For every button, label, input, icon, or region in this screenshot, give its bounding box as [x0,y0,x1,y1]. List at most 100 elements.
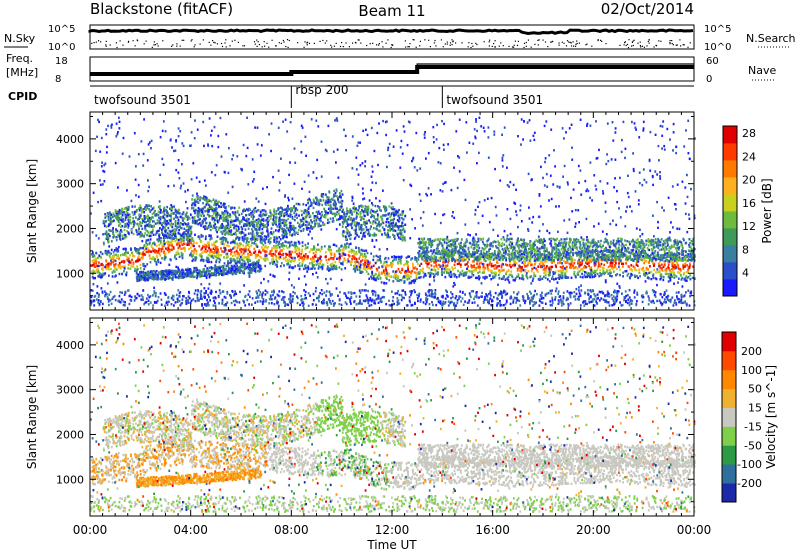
power-point [258,251,260,253]
power-point [366,270,368,272]
power-point [548,271,550,273]
power-point [196,253,198,255]
power-point [683,272,685,274]
power-point [112,275,114,277]
power-point [316,196,318,198]
power-point [253,224,255,226]
power-point [573,262,575,264]
power-point [120,226,122,228]
power-point [108,268,110,270]
power-point [571,277,573,279]
power-point [189,239,191,241]
power-point [316,222,318,224]
power-point [152,229,154,231]
power-point [307,242,309,244]
power-point [458,275,460,277]
noise-search-point [642,46,643,47]
power-point [346,232,348,234]
power-point [136,265,138,267]
power-point [294,265,296,267]
power-point [375,218,377,220]
noise-search-point [171,46,172,47]
power-point [281,244,283,246]
noise-search-point [455,42,456,43]
power-point [396,213,398,215]
power-point [148,204,150,206]
power-point [133,223,135,225]
power-point [393,275,395,277]
power-point [378,223,380,225]
power-point [639,272,641,274]
power-point [319,199,321,201]
power-point [583,266,585,268]
power-point [498,274,500,276]
power-point [164,228,166,230]
power-point [342,209,344,211]
power-point [116,257,118,259]
noise-search-point [605,43,606,44]
noise-search-point [585,44,586,45]
power-point [217,257,219,259]
power-point [286,227,288,229]
power-point [178,247,180,249]
power-point [657,271,659,273]
power-point [327,268,329,270]
power-point [478,265,480,267]
power-point [107,263,109,265]
power-point [532,277,534,279]
power-point [385,269,387,271]
power-point [595,270,597,272]
power-point [356,253,358,255]
power-point [616,273,618,275]
power-point [147,247,149,249]
power-point [160,262,162,264]
power-point [286,211,288,213]
power-point [182,243,184,245]
power-point [367,213,369,215]
power-point [216,219,218,221]
noise-search-point [566,45,567,46]
power-point [166,241,168,243]
noise-search-point [322,40,323,41]
power-point [299,223,301,225]
power-point [336,268,338,270]
power-point [321,214,323,216]
power-point [281,228,283,230]
power-point [358,226,360,228]
power-point [209,215,211,217]
power-point [311,259,313,261]
power-point [276,216,278,218]
noise-search-point [194,46,195,47]
power-point [309,262,311,264]
power-point [322,223,324,225]
power-point [238,214,240,216]
noise-search-point [215,42,216,43]
power-point [239,221,241,223]
power-point [375,234,377,236]
power-point [538,278,540,280]
power-point [313,220,315,222]
power-point [351,258,353,260]
power-point [577,267,579,269]
power-point [220,215,222,217]
power-point [490,278,492,280]
power-point [531,270,533,272]
power-point [619,268,621,270]
noise-search-point [524,43,525,44]
power-point [689,274,691,276]
power-point [684,278,686,280]
power-point [253,233,255,235]
power-point [327,204,329,206]
power-point [283,235,285,237]
power-point [137,260,139,262]
power-point [433,273,435,275]
power-point [558,274,560,276]
power-point [137,218,139,220]
power-point [92,256,94,258]
power-point [285,256,287,258]
power-point [677,271,679,273]
power-point [339,218,341,220]
noise-search-point [341,42,342,43]
power-point [282,254,284,256]
noise-traces [90,30,693,48]
